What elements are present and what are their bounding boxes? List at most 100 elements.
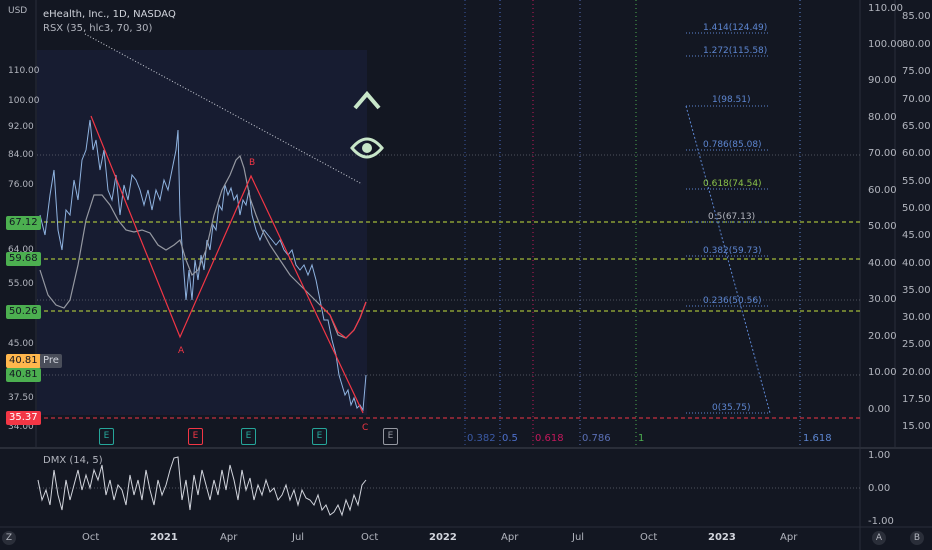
- dmx-axis-tick: 1.00: [868, 450, 891, 461]
- time-axis-tick: Apr: [501, 532, 519, 543]
- price-axis-tick: 70.00: [902, 94, 931, 105]
- time-axis-tick: 2022: [429, 532, 457, 543]
- rsx-axis-tick: 110.00: [868, 3, 903, 14]
- fib-level-label: 1(98.51): [712, 95, 751, 105]
- dmx-line: [37, 456, 367, 517]
- price-axis-tick: 35.00: [902, 285, 931, 296]
- rsx-axis-tick: 100.00: [868, 39, 903, 50]
- price-axis-tick: 15.00: [902, 421, 931, 432]
- dmx-axis-tick: 0.00: [868, 483, 891, 494]
- auto-scale-button[interactable]: A: [872, 531, 886, 545]
- price-axis-tick: 30.00: [902, 312, 931, 323]
- fib-time-label: 0.382: [467, 433, 496, 444]
- left-price-tick: 84.00: [8, 150, 34, 160]
- earnings-icon[interactable]: E: [188, 428, 203, 445]
- left-price-tick: 55.00: [8, 279, 34, 289]
- fib-trend-line: [685, 105, 771, 414]
- rsx-axis-tick: 80.00: [868, 112, 897, 123]
- premarket-badge: Pre: [40, 354, 62, 368]
- low-price-tag: 35.37: [6, 411, 41, 425]
- wave-label-a: A: [178, 346, 185, 356]
- left-price-tick: 92.00: [8, 122, 34, 132]
- fib-level-label: 0.618(74.54): [703, 179, 762, 189]
- rsx-axis-tick: 70.00: [868, 148, 897, 159]
- price-axis-tick: 85.00: [902, 11, 931, 22]
- price-series: [39, 119, 367, 412]
- price-axis-tick: 25.00: [902, 339, 931, 350]
- fib-level-label: 0(35.75): [712, 403, 751, 413]
- price-axis-tick: 40.00: [902, 258, 931, 269]
- time-axis-tick: Jul: [292, 532, 305, 543]
- rsx-axis-tick: 30.00: [868, 294, 897, 305]
- indicator-rsx-label[interactable]: RSX (35, hlc3, 70, 30): [43, 23, 153, 34]
- rsx-axis-tick: 10.00: [868, 367, 897, 378]
- fib-time-label: 1: [638, 433, 645, 444]
- fib-time-label: 1.618: [803, 433, 832, 444]
- time-axis-tick: 2023: [708, 532, 736, 543]
- rsx-line: [39, 154, 367, 339]
- chart-title: eHealth, Inc., 1D, NASDAQ: [43, 9, 176, 20]
- level-tag: 59.68: [6, 252, 41, 266]
- indicator-dmx-label[interactable]: DMX (14, 5): [43, 455, 103, 466]
- fib-time-label: 0.786: [582, 433, 611, 444]
- time-axis-tick: Apr: [220, 532, 238, 543]
- rsx-axis-tick: 0.00: [868, 404, 891, 415]
- left-price-tick: 37.50: [8, 393, 34, 403]
- rsx-axis-tick: 20.00: [868, 331, 897, 342]
- left-price-tick: 45.00: [8, 339, 34, 349]
- fib-level-label: 1.414(124.49): [703, 23, 768, 33]
- fib-time-label: 0.5: [502, 433, 518, 444]
- reference-lines: [37, 154, 860, 419]
- fib-level-label: 0.236(50.56): [703, 296, 762, 306]
- fib-level-label: 1.272(115.58): [703, 46, 768, 56]
- wave-label-c: C: [362, 423, 369, 433]
- fib-time-label: 0.618: [535, 433, 564, 444]
- price-axis-tick: 55.00: [902, 176, 931, 187]
- earnings-icon[interactable]: E: [99, 428, 114, 445]
- level-tag: 50.26: [6, 305, 41, 319]
- logo-chevron-eye: [350, 90, 384, 159]
- premarket-price-tag: 40.81: [6, 354, 41, 368]
- price-axis-tick: 60.00: [902, 148, 931, 159]
- time-axis-tick: Apr: [780, 532, 798, 543]
- dmx-axis-tick: -1.00: [868, 516, 894, 527]
- shaded-region: [37, 50, 367, 415]
- time-axis-tick: Oct: [361, 532, 379, 543]
- rsx-axis-tick: 40.00: [868, 258, 897, 269]
- price-axis-tick: 50.00: [902, 203, 931, 214]
- fib-retracement-lines: [686, 32, 770, 414]
- price-axis-tick: 80.00: [902, 39, 931, 50]
- rsx-axis-tick: 90.00: [868, 75, 897, 86]
- earnings-icon[interactable]: E: [312, 428, 327, 445]
- time-axis-tick: Oct: [640, 532, 658, 543]
- timezone-button[interactable]: Z: [2, 531, 16, 545]
- fib-level-label: 0.382(59.73): [703, 246, 762, 256]
- rsx-red-segment: [319, 301, 367, 339]
- price-axis-tick: 17.50: [902, 394, 931, 405]
- earnings-icon[interactable]: E: [383, 428, 398, 445]
- left-price-tick: 64.00: [8, 245, 34, 255]
- fib-level-label: 0.5(67.13): [708, 212, 756, 222]
- time-axis-tick: Oct: [82, 532, 100, 543]
- scale-button[interactable]: B: [910, 531, 924, 545]
- price-axis-tick: 75.00: [902, 66, 931, 77]
- earnings-icon[interactable]: E: [241, 428, 256, 445]
- level-tag: 67.12: [6, 216, 41, 230]
- currency-label: USD: [8, 6, 28, 16]
- left-price-tick: 110.00: [8, 66, 40, 76]
- left-price-tick: 76.00: [8, 180, 34, 190]
- left-price-tick: 100.00: [8, 96, 40, 106]
- rsx-axis-tick: 50.00: [868, 221, 897, 232]
- fib-level-label: 0.786(85.08): [703, 140, 762, 150]
- time-axis-tick: 2021: [150, 532, 178, 543]
- price-axis-tick: 20.00: [902, 367, 931, 378]
- time-axis-tick: Jul: [572, 532, 585, 543]
- wave-abc: [90, 115, 364, 414]
- last-price-tag: 40.81: [6, 368, 41, 382]
- wave-label-b: B: [249, 158, 256, 168]
- left-price-tick: 34.00: [8, 422, 34, 432]
- price-axis-tick: 65.00: [902, 121, 931, 132]
- rsx-axis-tick: 60.00: [868, 185, 897, 196]
